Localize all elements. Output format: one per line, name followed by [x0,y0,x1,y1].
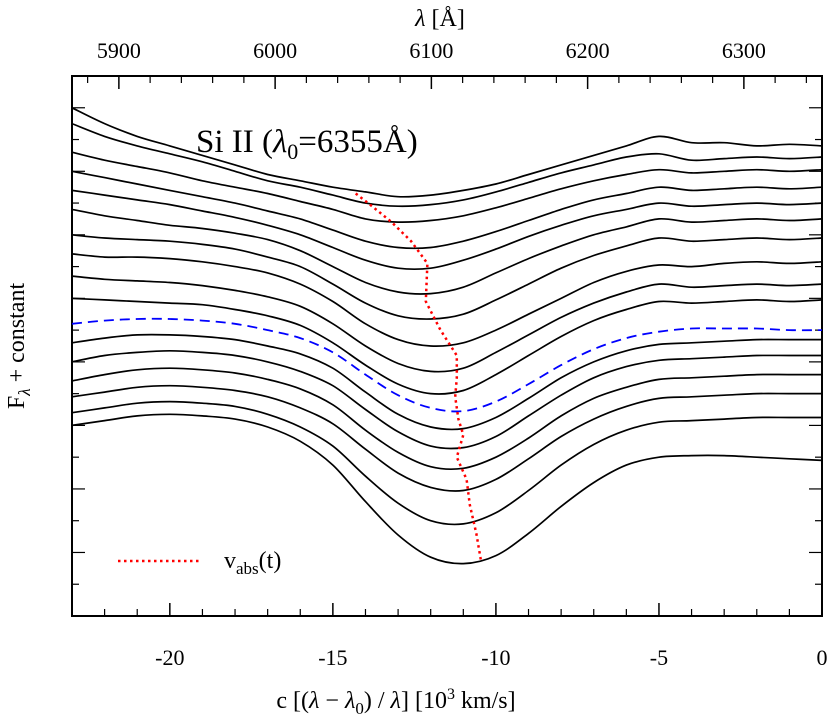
top-tick-label: 6100 [409,38,453,63]
top-x-axis-label-unit: [Å] [426,6,465,32]
x-label-superscript: 3 [447,686,455,703]
top-tick-label: 6300 [722,38,766,63]
spectrum-line [71,333,822,431]
vabs-track [354,192,483,563]
y-axis-label: Fλ + constant [4,283,34,410]
x-tick-label: -20 [155,645,184,670]
spectrum-line [71,189,823,271]
x-label-subscript: 0 [355,699,364,718]
x-label-lambda-1: λ [308,688,319,714]
y-axis-label-rest: + constant [4,283,30,389]
x-label-d: km/s] [455,688,516,714]
top-tick-label: 6200 [566,38,610,63]
annotation-prefix: Si II ( [196,124,273,160]
legend-label: vabs(t) [224,548,281,578]
annotation-suffix: =6355Å) [298,123,417,160]
spectrum-line [71,170,823,250]
spectrum-line-highlighted [71,317,823,413]
spectrum-series [71,107,823,565]
vabs-line [354,192,483,563]
x-axis-label: c [(λ − λ0) / λ] [103 km/s] [276,686,515,718]
line-annotation: Si II (λ0=6355Å) [196,123,418,164]
spectrum-line [71,122,823,208]
x-label-a: c [( [276,688,309,714]
spectrum-line [71,151,823,224]
top-x-axis-label-lambda: λ [414,6,425,32]
legend-label-rest: (t) [259,548,282,574]
y-axis-label-subscript: λ [15,388,34,396]
spectrum-line [71,275,823,373]
x-tick-label: 0 [817,645,828,670]
top-tick-label: 5900 [97,38,141,63]
spectrum-line [71,253,823,347]
top-x-tick-labels: 5900 6000 6100 6200 6300 [97,38,766,63]
spectrum-line [71,400,822,526]
legend-label-main: v [224,548,236,574]
plot-frame [71,75,823,617]
legend-label-subscript: abs [236,559,259,578]
x-label-minus: − [319,688,345,714]
x-tick-label: -5 [650,645,668,670]
top-tick-label: 6000 [253,38,297,63]
x-label-c: ] [10 [401,688,447,714]
annotation-subscript: 0 [287,139,298,164]
x-label-lambda-3: λ [390,688,401,714]
legend: vabs(t) [118,548,281,578]
spectrum-line [71,233,823,320]
x-tick-label: -15 [318,645,347,670]
spectrum-line [71,297,823,395]
spectrum-line [71,107,823,198]
spectrum-line [71,384,822,492]
x-tick-label: -10 [481,645,510,670]
x-label-lambda-2: λ [344,688,355,714]
y-axis-label-main: F [4,396,30,409]
bottom-x-tick-labels: -20 -15 -10 -5 0 [155,645,827,670]
spectrum-line [71,349,822,450]
spectrum-line [71,208,823,295]
spectrum-line [71,413,823,565]
x-label-b: ) / [364,688,391,714]
annotation-lambda: λ [272,124,287,160]
spectrum-line [71,367,822,471]
top-x-axis-label: λ [Å] [414,6,465,32]
